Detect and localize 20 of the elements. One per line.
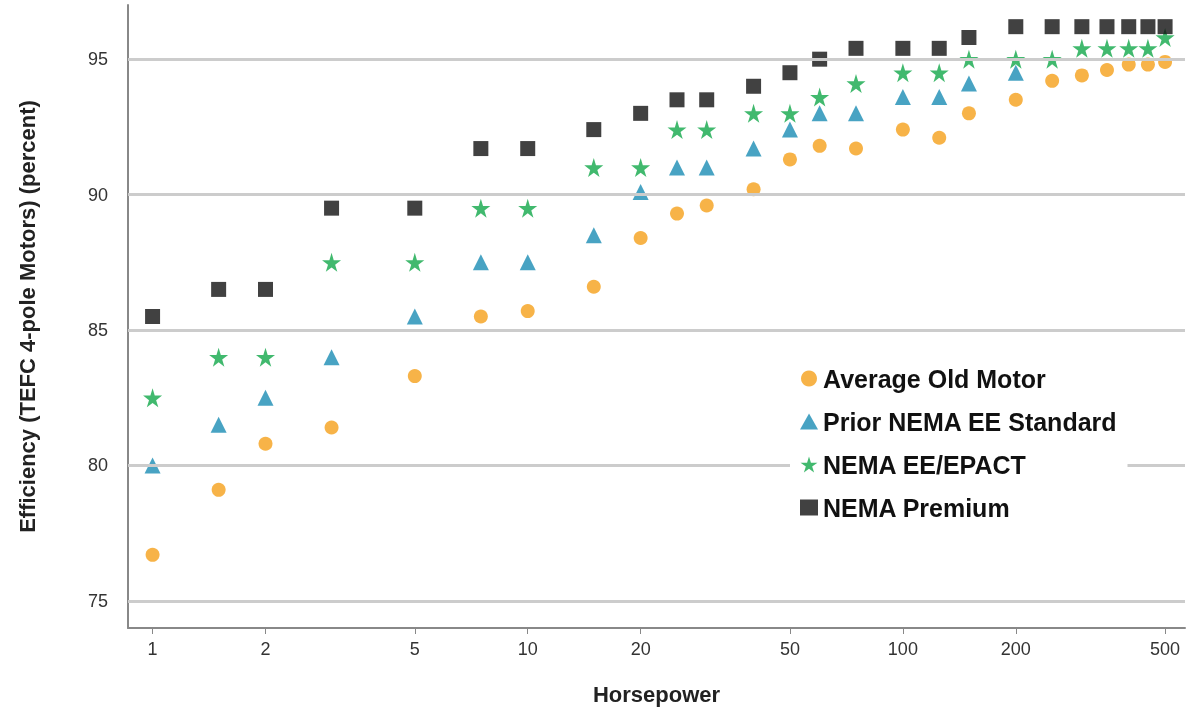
x-tick-label: 200 (1000, 639, 1031, 659)
x-tick-label: 20 (630, 639, 651, 659)
y-tick-label: 75 (87, 590, 108, 611)
legend-label: Average Old Motor (823, 364, 1046, 393)
y-tick-label: 80 (87, 455, 108, 476)
y-tick-label: 95 (87, 49, 108, 70)
x-tick-label: 2 (260, 639, 271, 659)
x-tick-label: 5 (409, 639, 420, 659)
x-tick-label: 100 (887, 639, 918, 659)
x-axis-title: Horsepower (592, 681, 721, 707)
y-axis-title: Efficiency (TEFC 4-pole Motors) (percent) (14, 100, 40, 533)
x-tick-label: 1 (147, 639, 158, 659)
legend-label: Prior NEMA EE Standard (823, 407, 1117, 436)
legend-label: NEMA EE/EPACT (823, 450, 1026, 479)
x-tick-label: 10 (517, 639, 538, 659)
y-tick-label: 90 (87, 184, 108, 205)
x-tick-label: 50 (779, 639, 800, 659)
y-tick-label: 85 (87, 320, 108, 341)
x-tick-label: 500 (1150, 639, 1181, 659)
legend-label: NEMA Premium (823, 493, 1010, 522)
